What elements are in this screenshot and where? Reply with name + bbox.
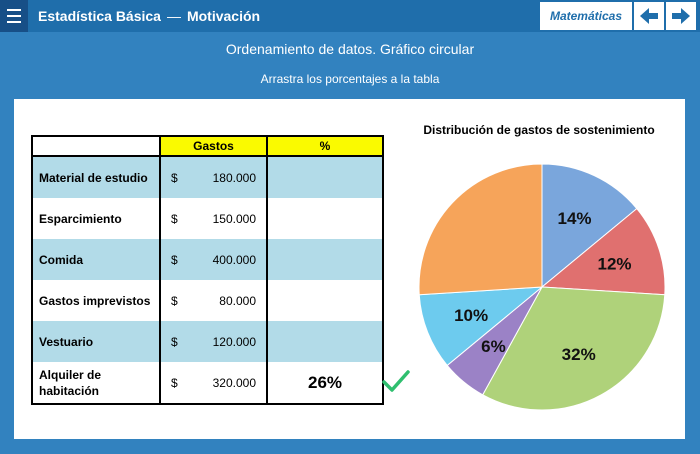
slice-label[interactable]: 14% xyxy=(557,209,591,228)
currency-symbol: $ xyxy=(171,211,178,226)
row-label: Comida xyxy=(31,239,161,280)
row-amount: $400.000 xyxy=(159,239,268,280)
table-row: Gastos imprevistos $80.000 xyxy=(31,280,384,321)
currency-symbol: $ xyxy=(171,252,178,267)
title-separator: — xyxy=(166,8,181,24)
percent-drop-zone[interactable] xyxy=(266,239,384,280)
slice-label[interactable]: 32% xyxy=(562,345,596,364)
arrow-left-icon[interactable] xyxy=(634,2,664,30)
slice-label[interactable]: 6% xyxy=(481,337,506,356)
amount-value: 80.000 xyxy=(219,293,256,308)
amount-value: 120.000 xyxy=(212,334,256,349)
chart-title: Distribución de gastos de sostenimiento xyxy=(423,123,655,137)
page-header-title: Estadística Básica — Motivación xyxy=(38,0,260,32)
expenses-table: Gastos % Material de estudio $180.000 Es… xyxy=(31,135,384,405)
header-gastos: Gastos xyxy=(159,135,268,157)
amount-value: 320.000 xyxy=(212,375,256,390)
row-label: Alquiler de habitación xyxy=(31,362,161,405)
row-amount: $180.000 xyxy=(159,156,268,198)
slice-label[interactable]: 12% xyxy=(597,254,631,273)
row-label: Esparcimiento xyxy=(31,198,161,239)
pie-slice xyxy=(540,207,666,296)
pie-slice xyxy=(418,163,543,296)
course-title: Estadística Básica xyxy=(38,8,161,24)
row-label: Material de estudio xyxy=(31,156,161,198)
pie-chart: 14% 12% 32% 6% 10% xyxy=(418,163,666,411)
percent-drop-zone[interactable] xyxy=(266,321,384,362)
row-amount: $150.000 xyxy=(159,198,268,239)
currency-symbol: $ xyxy=(171,170,178,185)
top-bar: Estadística Básica — Motivación Matemática… xyxy=(0,0,700,32)
table-row: Comida $400.000 xyxy=(31,239,384,280)
pie-slice xyxy=(541,163,638,289)
percent-drop-zone[interactable] xyxy=(266,156,384,198)
slice-label[interactable]: 10% xyxy=(454,306,488,325)
table-row: Material de estudio $180.000 xyxy=(31,156,384,198)
amount-value: 180.000 xyxy=(212,170,256,185)
table-header-row: Gastos % xyxy=(31,135,384,157)
arrow-right-icon[interactable] xyxy=(666,2,696,30)
amount-value: 400.000 xyxy=(212,252,256,267)
row-label: Vestuario xyxy=(31,321,161,362)
table-row: Vestuario $120.000 xyxy=(31,321,384,362)
row-amount: $120.000 xyxy=(159,321,268,362)
row-label: Gastos imprevistos xyxy=(31,280,161,321)
table-row: Alquiler de habitación $320.000 26% xyxy=(31,362,384,405)
content-panel: Gastos % Material de estudio $180.000 Es… xyxy=(14,99,685,439)
section-title: Motivación xyxy=(186,8,261,24)
percent-drop-zone[interactable] xyxy=(266,198,384,239)
menu-icon[interactable] xyxy=(0,0,28,32)
activity-instruction: Arrastra los porcentajes a la tabla xyxy=(260,72,440,86)
pie-slice xyxy=(418,286,544,367)
row-amount: $80.000 xyxy=(159,280,268,321)
header-empty-cell xyxy=(31,135,161,157)
currency-symbol: $ xyxy=(171,375,178,390)
percent-drop-zone[interactable] xyxy=(266,280,384,321)
table-row: Esparcimiento $150.000 xyxy=(31,198,384,239)
row-amount: $320.000 xyxy=(159,362,268,405)
percent-drop-zone[interactable]: 26% xyxy=(266,362,384,405)
currency-symbol: $ xyxy=(171,334,178,349)
activity-title: Ordenamiento de datos. Gráfico circular xyxy=(225,41,475,57)
subject-label: Matemáticas xyxy=(540,2,632,30)
amount-value: 150.000 xyxy=(212,211,256,226)
header-percent: % xyxy=(266,135,384,157)
currency-symbol: $ xyxy=(171,293,178,308)
checkmark-icon xyxy=(382,369,410,398)
pie-slice xyxy=(482,286,666,411)
